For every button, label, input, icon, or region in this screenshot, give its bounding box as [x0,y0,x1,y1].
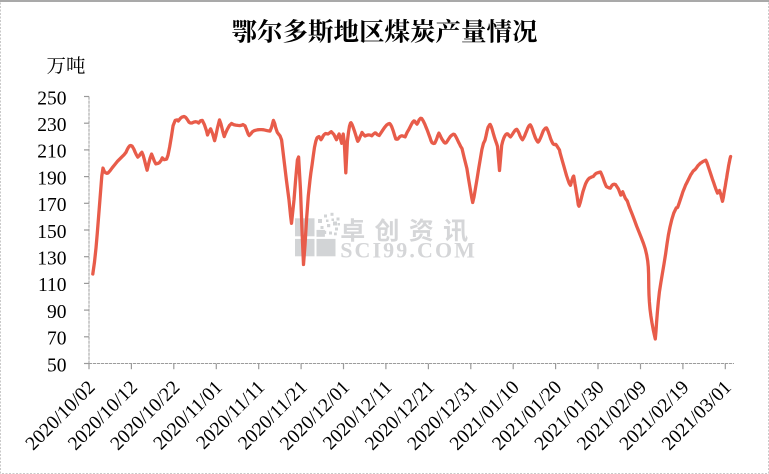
svg-text:SCI99.COM: SCI99.COM [340,237,477,262]
svg-text:190: 190 [37,168,66,189]
svg-text:210: 210 [37,142,66,163]
svg-text:150: 150 [37,222,66,243]
svg-text:130: 130 [37,249,66,270]
svg-text:230: 230 [37,115,66,136]
svg-text:170: 170 [37,195,66,216]
svg-text:90: 90 [47,302,67,323]
svg-text:110: 110 [38,275,67,296]
svg-text:250: 250 [37,88,66,109]
svg-text:70: 70 [47,329,67,350]
svg-text:50: 50 [47,355,67,376]
